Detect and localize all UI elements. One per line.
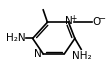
Text: O: O [93,17,101,27]
Text: −: − [98,14,105,23]
Text: H₂N: H₂N [6,33,25,43]
Text: N: N [65,16,72,26]
Text: +: + [70,14,76,23]
Text: NH₂: NH₂ [72,51,92,61]
Text: N: N [34,49,42,59]
